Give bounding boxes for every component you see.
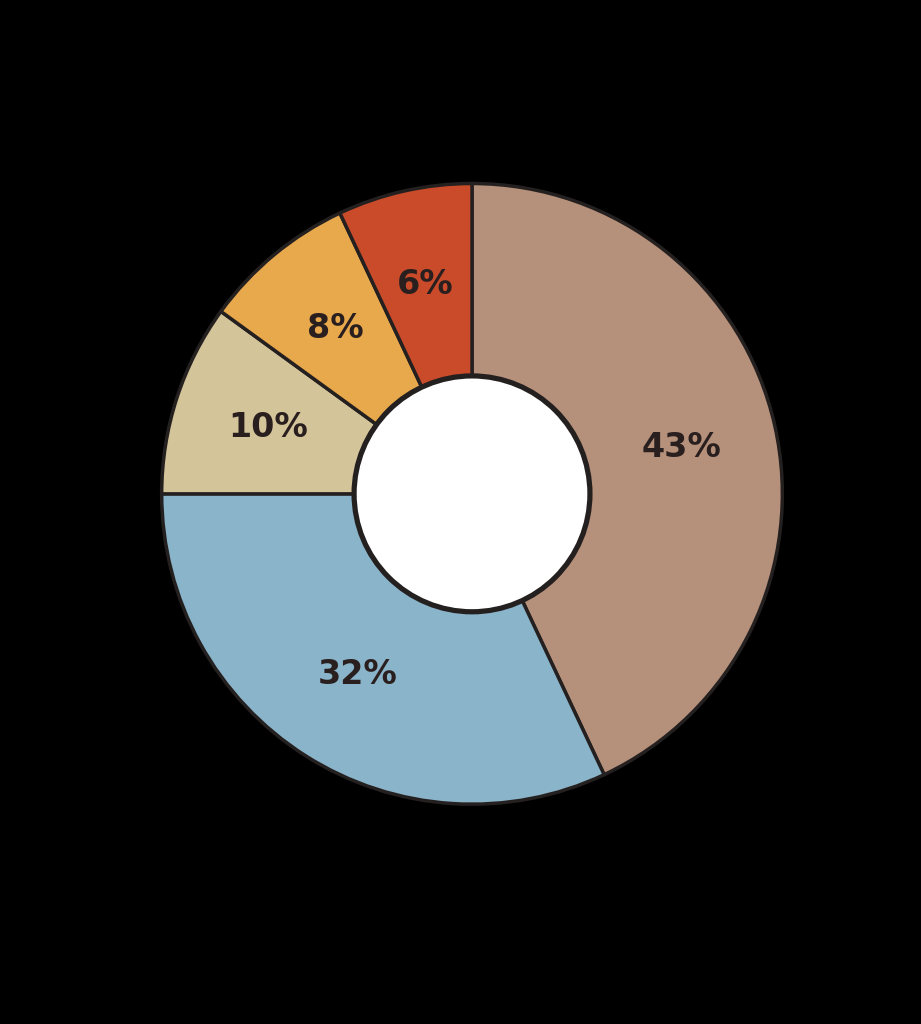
Wedge shape — [162, 494, 604, 804]
Wedge shape — [340, 183, 472, 387]
Text: 8%: 8% — [308, 312, 364, 345]
Text: 10%: 10% — [228, 412, 309, 444]
Wedge shape — [221, 213, 422, 425]
Wedge shape — [472, 183, 782, 774]
Text: 43%: 43% — [641, 431, 721, 464]
Wedge shape — [162, 311, 377, 494]
Text: 6%: 6% — [397, 268, 454, 301]
Text: 32%: 32% — [318, 658, 397, 691]
Circle shape — [354, 376, 590, 611]
